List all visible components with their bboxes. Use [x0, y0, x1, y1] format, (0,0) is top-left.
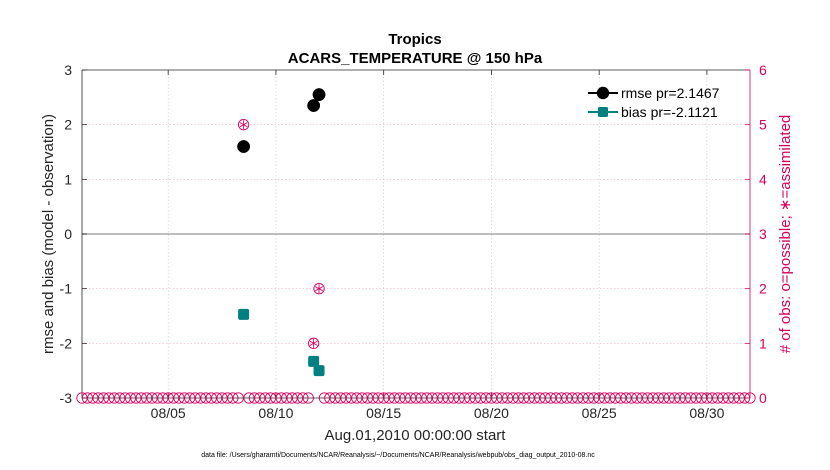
rmse-point [237, 140, 251, 153]
y-right-tick-label: 3 [759, 226, 767, 242]
x-tick-label: 08/25 [582, 405, 617, 421]
y-tick-label: 2 [64, 117, 72, 133]
rmse-point [307, 99, 321, 112]
y-tick-label: 0 [64, 226, 72, 242]
legend: rmse pr=2.1467 bias pr=-2.1121 [588, 85, 720, 120]
y-right-tick-label: 1 [759, 335, 767, 351]
obs-possible-point [237, 119, 250, 131]
obs-assimilated-point [314, 284, 324, 294]
obs-assimilated-point [309, 338, 318, 348]
bias-point [238, 308, 250, 320]
chart-title: Tropics [388, 31, 441, 48]
plot-area: 08/05 08/10 08/15 08/20 08/25 08/30 -3 -2 -1 0 1 2 3… [60, 62, 767, 421]
bias-point [308, 355, 320, 367]
obs-assimilated-point [239, 120, 248, 130]
y-tick-label: 1 [64, 171, 72, 187]
legend-rmse-marker [596, 86, 610, 100]
x-tick-label: 08/05 [151, 405, 186, 421]
obs-possible-point [302, 392, 314, 404]
obs-possible-point [227, 392, 239, 404]
obs-possible-point [313, 283, 325, 295]
y-tick-label: -2 [60, 335, 73, 351]
y-tick-label: -1 [60, 281, 73, 297]
y-right-tick-label: 4 [759, 171, 767, 187]
obs-possible-point [744, 392, 756, 404]
obs-possible-point [297, 392, 309, 404]
x-tick-label: 08/10 [258, 405, 293, 421]
bias-point [313, 365, 325, 377]
y-axis-right-label: # of obs: o=possible; ∗=assimilated [777, 115, 794, 354]
obs-possible-point [307, 337, 320, 349]
obs-possible-point [738, 392, 751, 404]
y-right-tick-label: 6 [759, 62, 767, 78]
chart-subtitle: ACARS_TEMPERATURE @ 150 hPa [288, 50, 543, 67]
y-right-tick-label: 0 [759, 390, 767, 406]
y-tick-label: -3 [60, 390, 73, 406]
rmse-point [312, 88, 326, 102]
y-right-tick-label: 5 [759, 117, 767, 133]
y-tick-label: 3 [64, 62, 72, 78]
data-file-footnote: data file: /Users/gharamti/Documents/NCA… [201, 452, 595, 459]
y-right-tick-label: 2 [759, 281, 767, 297]
legend-bias-marker [598, 107, 608, 117]
legend-bias-label: bias pr=-2.1121 [621, 104, 718, 120]
x-axis-label: Aug.01,2010 00:00:00 start [325, 427, 507, 444]
y-axis-label: rmse and bias (model - observation) [40, 114, 57, 354]
x-tick-label: 08/15 [366, 405, 401, 421]
legend-rmse-label: rmse pr=2.1467 [621, 85, 720, 101]
x-tick-label: 08/30 [689, 405, 724, 421]
x-tick-label: 08/20 [474, 405, 509, 421]
